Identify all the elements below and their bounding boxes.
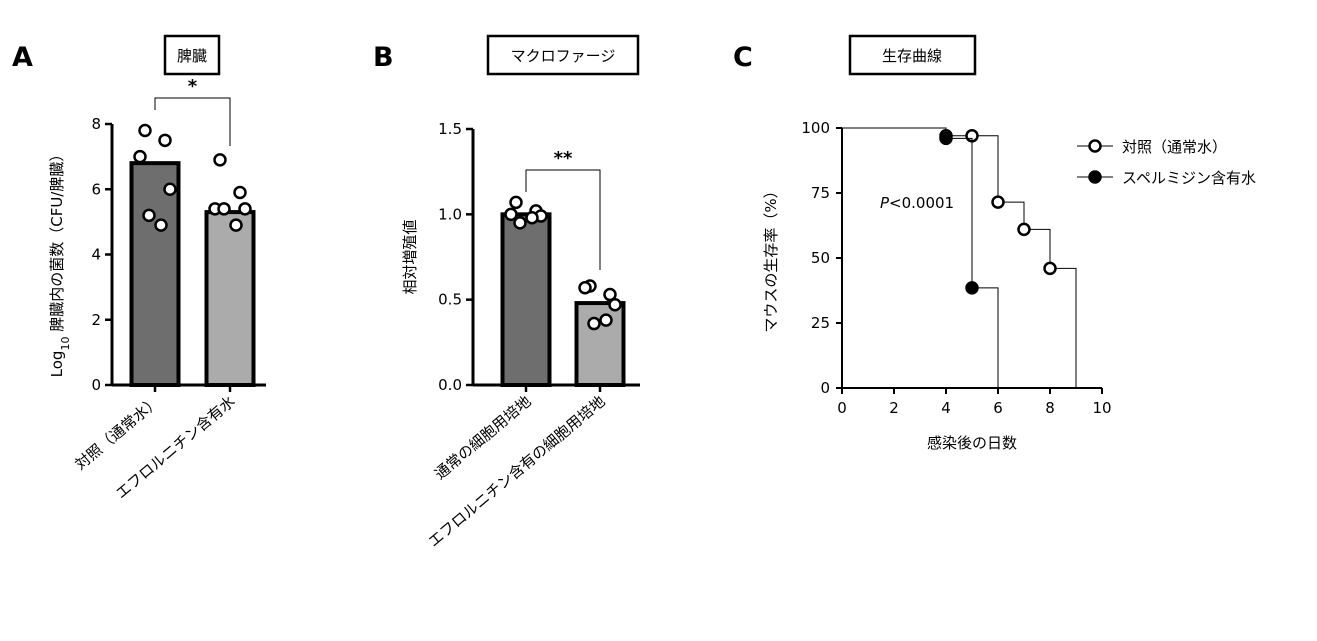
y-tick-label-a: 0 <box>91 376 101 394</box>
x-tick-label-c: 0 <box>837 399 847 417</box>
bar-a-2 <box>204 210 256 387</box>
x-axis-label-c: 感染後の日数 <box>927 434 1017 452</box>
panel-title-a: 脾臓 <box>177 47 207 65</box>
survival-point-1 <box>1017 222 1031 237</box>
y-tick-label-a: 8 <box>91 115 101 133</box>
panel-letter-b: B <box>373 42 394 73</box>
y-tick-label-c: 0 <box>820 379 830 397</box>
y-tick-label-c: 100 <box>801 119 830 137</box>
significance-marker-b: ** <box>554 148 573 169</box>
y-tick-label-b: 0.5 <box>438 291 462 309</box>
data-point-b-1 <box>525 210 539 225</box>
survival-point-1 <box>991 195 1005 209</box>
data-point-a-2 <box>213 153 227 167</box>
data-point-a-2 <box>229 218 243 232</box>
y-tick-label-c: 25 <box>811 314 830 332</box>
data-point-a-1 <box>154 218 168 232</box>
data-point-a-2 <box>217 202 231 216</box>
x-tick-label-c: 8 <box>1045 399 1055 417</box>
bar-b-2 <box>574 301 626 387</box>
data-point-a-1 <box>163 182 177 196</box>
data-point-a-1 <box>142 208 156 223</box>
data-point-a-2 <box>233 185 247 200</box>
significance-bracket-b <box>525 169 601 270</box>
panel-title-box-b <box>486 34 640 76</box>
significance-marker-a: * <box>188 76 198 97</box>
y-axis-label-c: マウスの生存率（%） <box>762 183 780 332</box>
legend-label-2: スペルミジン含有水 <box>1122 169 1256 187</box>
data-point-b-1 <box>513 216 527 230</box>
y-tick-label-c: 75 <box>811 184 830 202</box>
data-point-a-2 <box>238 202 252 216</box>
y-axis-label-b: 相対増殖値 <box>401 219 419 294</box>
significance-bracket-a <box>154 97 231 146</box>
survival-point-2 <box>939 131 953 146</box>
data-point-b-2 <box>578 280 592 295</box>
y-tick-label-a: 4 <box>91 246 101 264</box>
y-tick-label-c: 50 <box>811 249 830 267</box>
panel-letter-a: A <box>12 42 33 73</box>
survival-point-2 <box>965 281 979 295</box>
data-point-a-1 <box>133 149 147 164</box>
survival-line-2 <box>842 127 999 388</box>
legend-marker-1 <box>1088 139 1102 153</box>
x-tick-label-c: 4 <box>941 399 951 417</box>
data-point-b-2 <box>603 287 617 302</box>
data-point-a-1 <box>138 123 152 138</box>
panel-title-c: 生存曲線 <box>882 47 942 65</box>
panel-title-box-c <box>848 34 977 76</box>
p-value-annotation: P<0.0001 <box>880 194 954 212</box>
bar-b-1 <box>500 212 552 387</box>
y-tick-label-a: 2 <box>91 311 101 329</box>
panel-title-box-a <box>163 34 221 76</box>
x-tick-label-c: 10 <box>1092 399 1111 417</box>
bar-a-1 <box>129 161 181 387</box>
y-axis-label-a: Log10 脾臓内の菌数（CFU/脾臓） <box>48 147 72 378</box>
data-point-b-1 <box>504 207 518 222</box>
y-tick-label-a: 6 <box>91 180 101 198</box>
data-point-b-2 <box>608 298 622 312</box>
data-point-a-1 <box>158 133 172 148</box>
y-tick-label-b: 1.0 <box>438 205 462 223</box>
y-tick-label-b: 0.0 <box>438 376 462 394</box>
survival-line-1 <box>842 127 1077 388</box>
survival-point-1 <box>1043 261 1057 276</box>
x-tick-label-c: 2 <box>889 399 899 417</box>
x-tick-label-c: 6 <box>993 399 1003 417</box>
legend-marker-2 <box>1088 170 1102 184</box>
data-point-b-2 <box>587 316 601 331</box>
panel-title-b: マクロファージ <box>511 47 616 65</box>
data-point-b-2 <box>599 313 613 327</box>
panel-letter-c: C <box>733 42 753 73</box>
y-tick-label-b: 1.5 <box>438 120 462 138</box>
data-point-b-1 <box>509 195 523 210</box>
legend-label-1: 対照（通常水） <box>1122 138 1227 156</box>
